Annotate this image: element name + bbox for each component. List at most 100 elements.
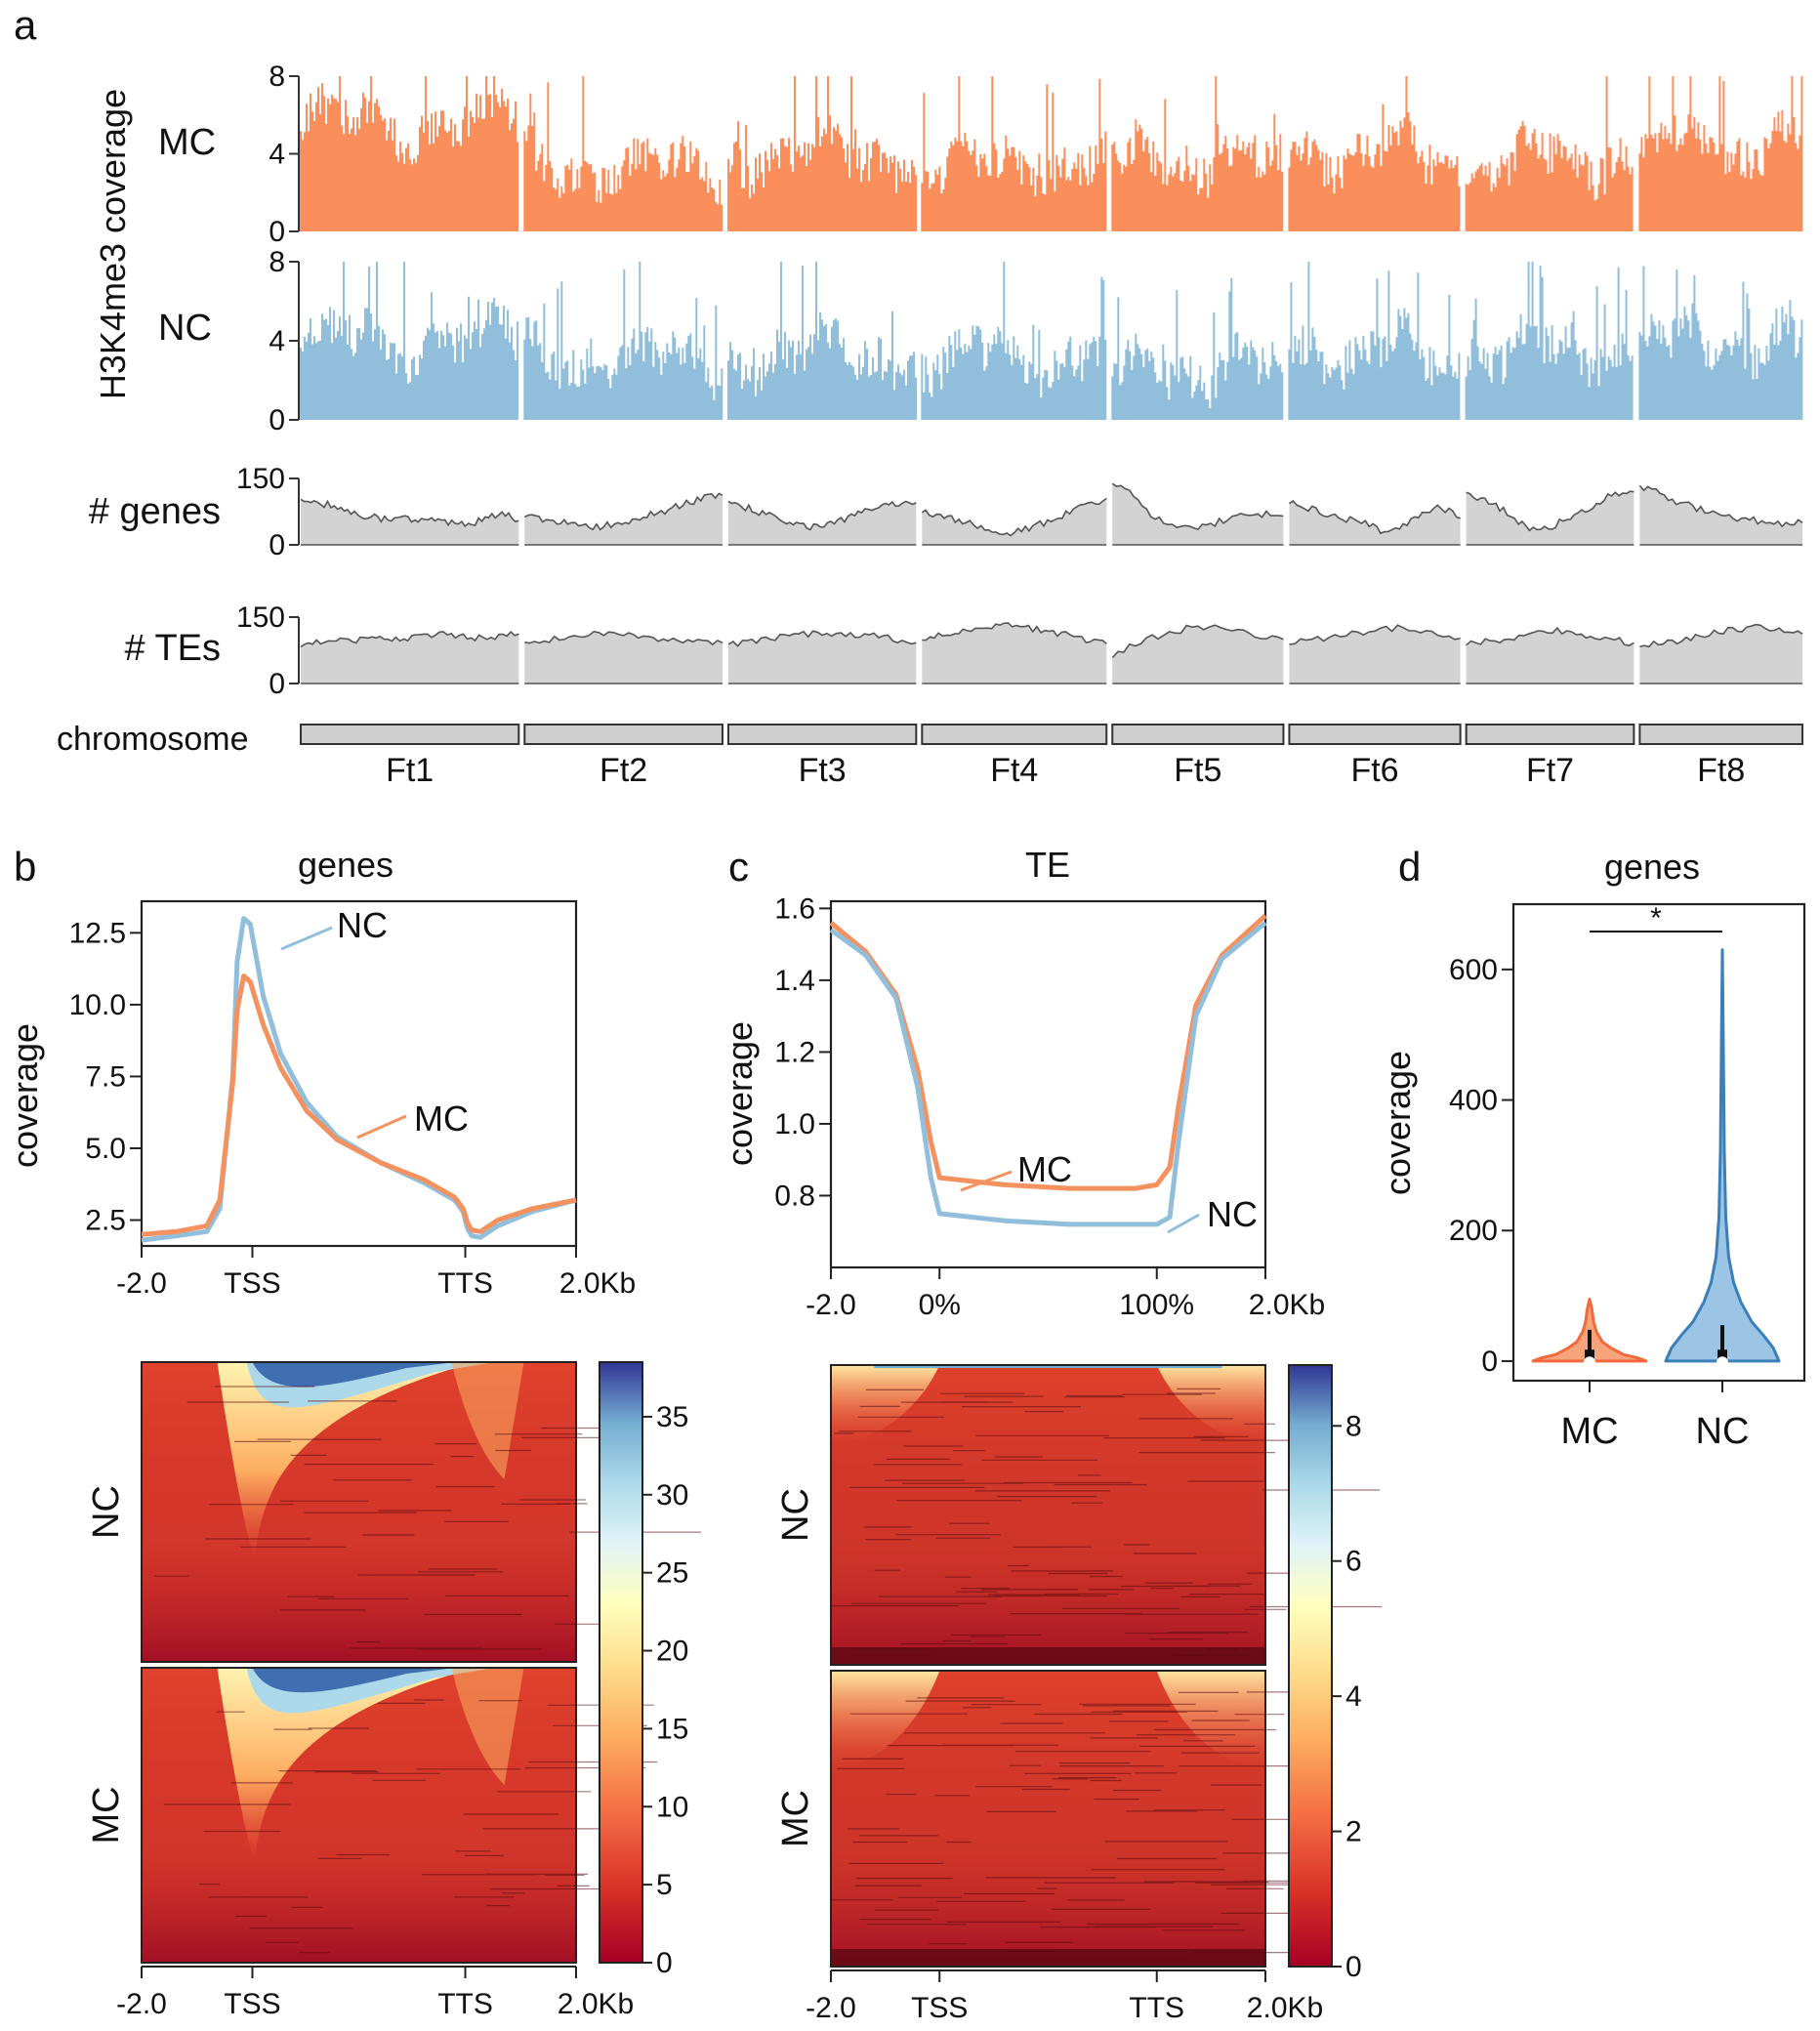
track-segment bbox=[300, 262, 518, 420]
tss-signal-wedge bbox=[217, 1668, 476, 1863]
low-signal-rows bbox=[831, 1647, 1265, 1665]
y-tick-label: 200 bbox=[1449, 1215, 1498, 1247]
chromosome-bar bbox=[523, 724, 724, 745]
heatmap-row-label: NC bbox=[86, 1485, 127, 1539]
density-line bbox=[300, 498, 519, 528]
coverage-bars bbox=[523, 262, 724, 420]
panel-b-ylabel: coverage bbox=[5, 1023, 45, 1168]
heatmap-frame bbox=[830, 1364, 1266, 1666]
violin-median-dot bbox=[1584, 1356, 1595, 1369]
left-flank-signal bbox=[831, 1671, 940, 1768]
panel-c-profile-plot: 0.8 1.0 1.2 1.4 1.6 -2.0 0% 100% 2.0Kb MC NC bbox=[774, 892, 1325, 1321]
coverage-bars bbox=[1465, 76, 1634, 231]
x-tick-label: TTS bbox=[437, 1267, 493, 1300]
track-tick-label: 0 bbox=[269, 668, 285, 700]
colorbar-tick-label: 4 bbox=[1345, 1680, 1362, 1713]
series-annotation: NC bbox=[1207, 1194, 1258, 1234]
x-tick-label: 0% bbox=[919, 1289, 961, 1321]
heatmap-block-mc: MC bbox=[775, 1670, 1325, 1968]
series-annotation: NC bbox=[337, 905, 388, 945]
y-tick-label: 400 bbox=[1449, 1085, 1498, 1117]
density-line bbox=[523, 492, 724, 531]
track-segment bbox=[1465, 76, 1634, 231]
density-line bbox=[727, 500, 917, 531]
violin-nc: NC bbox=[1664, 948, 1781, 1452]
track-label: MC bbox=[158, 122, 216, 163]
panel-c-ylabel: coverage bbox=[720, 1021, 760, 1166]
y-tick-label: 1.6 bbox=[774, 892, 815, 925]
density-area bbox=[1289, 625, 1461, 684]
y-tick-label: 7.5 bbox=[85, 1060, 126, 1093]
track-segment bbox=[1288, 262, 1461, 420]
heatmap-frame bbox=[141, 1361, 577, 1663]
colorbar-tick-label: 25 bbox=[656, 1557, 688, 1590]
panel-c: c TE coverage 0.8 1.0 1.2 1.4 1.6 -2.0 0% 100% 2… bbox=[720, 844, 1383, 2024]
coverage-bars bbox=[1111, 277, 1284, 420]
heatmap-x-tick-label: 2.0Kb bbox=[1247, 1992, 1323, 2024]
heatmap-frame bbox=[830, 1670, 1266, 1968]
density-line bbox=[300, 630, 519, 648]
coverage-bars bbox=[1638, 266, 1803, 420]
density-line bbox=[1289, 624, 1461, 645]
colorbar-tick-label: 30 bbox=[656, 1479, 688, 1512]
coverage-bars bbox=[1465, 262, 1634, 420]
heatmap-x-tick-label: TSS bbox=[224, 1988, 280, 2020]
colorbar-tick-label: 15 bbox=[656, 1713, 688, 1745]
panel-d: d genes coverage 0 200 400 600 MC NC * bbox=[1378, 844, 1806, 1452]
coverage-bars bbox=[300, 76, 518, 231]
plot-frame bbox=[140, 899, 578, 1248]
heatmap-streaks bbox=[163, 1699, 658, 1954]
series-line-mc bbox=[141, 974, 577, 1237]
heatmap-shade bbox=[831, 1365, 1265, 1665]
peak-signal-band bbox=[252, 1362, 456, 1388]
significance-marker: * bbox=[1650, 902, 1662, 934]
y-tick-label: 0.8 bbox=[774, 1180, 815, 1212]
track-2: NC 0 4 8 bbox=[158, 246, 1803, 436]
colorbar-tick-label: 8 bbox=[1345, 1410, 1362, 1442]
density-area bbox=[301, 499, 519, 545]
x-tick-label: -2.0 bbox=[116, 1267, 167, 1300]
colorbar-tick-label: 0 bbox=[1345, 1951, 1362, 1983]
coverage-bars bbox=[1288, 76, 1461, 231]
track-3: # genes 0 150 bbox=[89, 463, 1803, 561]
density-area bbox=[728, 631, 917, 684]
y-tick-label: 1.4 bbox=[774, 965, 815, 997]
chromosome-bars: Ft1 Ft2 Ft3 Ft4 Ft5 Ft6 Ft7 Ft8 bbox=[300, 724, 1804, 789]
coverage-tracks: MC 0 4 8 NC 0 4 8 # genes 0 150 # TEs 0 150 bbox=[89, 61, 1803, 700]
colorbar-tick-label: 6 bbox=[1345, 1546, 1362, 1578]
density-area bbox=[1466, 628, 1634, 684]
chromosome-bar bbox=[726, 724, 918, 745]
violin-median-box bbox=[1585, 1349, 1594, 1360]
density-line bbox=[1111, 624, 1284, 659]
violin-mc: MC bbox=[1531, 1297, 1648, 1452]
y-tick-label: 1.2 bbox=[774, 1036, 815, 1068]
panel-a: a H3K4me3 coverage MC 0 4 8 NC 0 4 8 # genes 0 150… bbox=[14, 2, 1804, 789]
y-tick-label: 1.0 bbox=[774, 1108, 815, 1140]
panel-d-violin-plot: 0 200 400 600 MC NC * bbox=[1449, 902, 1806, 1452]
heatmap-streaks bbox=[831, 1691, 1325, 1954]
panel-c-heatmap: NC MC -2.0 TSS TTS 2.0Kb 0 2 4 6 8 bbox=[775, 1364, 1383, 2024]
panel-a-letter: a bbox=[14, 2, 37, 48]
series-annotation: MC bbox=[1017, 1149, 1072, 1189]
track-segment bbox=[921, 262, 1107, 420]
coverage-bars bbox=[1288, 262, 1461, 420]
x-category-label: MC bbox=[1560, 1411, 1618, 1452]
right-flank-signal bbox=[1156, 1671, 1265, 1768]
track-tick-label: 0 bbox=[269, 404, 285, 436]
track-segment bbox=[1111, 277, 1284, 420]
panel-b-heatmap: NC MC -2.0 TSS TTS 2.0Kb 0 5 10 15 20 25 30 35 bbox=[86, 1361, 701, 2020]
colorbar-tick-label: 10 bbox=[656, 1791, 688, 1823]
density-line bbox=[1466, 490, 1634, 532]
density-area bbox=[728, 501, 917, 545]
track-label: # TEs bbox=[124, 628, 221, 669]
track-tick-label: 150 bbox=[236, 463, 285, 495]
density-area bbox=[301, 632, 519, 684]
heatmap-x-tick-label: -2.0 bbox=[806, 1992, 856, 2024]
density-line bbox=[1288, 500, 1461, 535]
chromosome-name: Ft4 bbox=[990, 752, 1038, 789]
track-tick-label: 0 bbox=[269, 216, 285, 248]
coverage-bars bbox=[727, 76, 917, 231]
panel-c-title: TE bbox=[1025, 845, 1070, 885]
tss-signal-wedge bbox=[217, 1362, 476, 1560]
